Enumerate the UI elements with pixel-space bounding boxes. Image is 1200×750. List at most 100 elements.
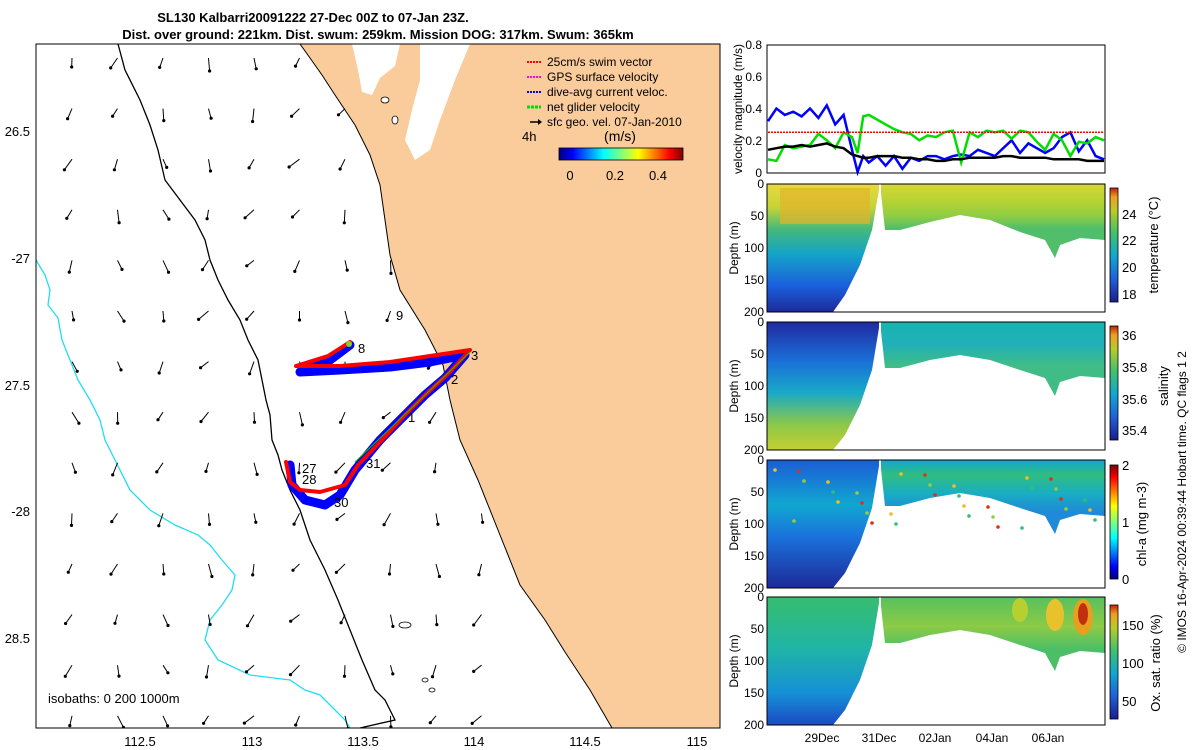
map-colorbar [558,147,684,161]
chla-panel: 0 50 100 150 200 Depth (m) 0 1 2 chl-a (… [727,453,1149,595]
chla-speckle [899,472,903,476]
chla-speckle [991,515,995,519]
velocity-arrow-head [335,517,339,522]
map-inlet [405,44,470,160]
velocity-arrow-head [382,523,386,527]
temperature-warm-patch [780,188,870,224]
velocity-arrow [247,614,255,627]
velocity-y-tick: 0 [755,166,762,180]
velocity-arrow-head [117,674,121,678]
velocity-arrow [429,411,437,423]
map-x-tick: 113.5 [347,734,379,749]
depth-tick: 200 [744,305,764,319]
velocity-arrow [156,462,164,473]
velocity-arrow [339,158,346,170]
chla-speckle [836,500,840,504]
chla-speckle [1093,518,1097,522]
chla-label: chl-a (mg m-3) [1134,482,1149,567]
map-velocity-arrows [62,57,485,728]
colorbar-tick: 24 [1122,207,1136,222]
velocity-arrow-head [291,568,295,572]
velocity-arrow [473,664,482,672]
map-coastline [299,44,613,728]
velocity-arrow-head [208,69,212,73]
velocity-arrow [206,665,209,678]
chla-speckle [889,512,893,516]
velocity-arrow [71,462,76,473]
chla-speckle [797,469,801,473]
depth-tick: 0 [757,453,764,467]
velocity-arrow [198,310,209,320]
map-frame [35,43,721,729]
velocity-arrow [435,614,438,625]
depth-tick: 0 [757,315,764,329]
velocity-arrow-head [75,369,79,373]
velocity-arrow-head [433,470,437,474]
time-tick: 31Dec [862,731,897,745]
velocity-arrow [335,462,346,473]
depth-tick: 100 [744,654,764,668]
title-line2: Dist. over ground: 221km. Dist. swum: 25… [122,27,634,42]
chla-speckle [1025,476,1029,480]
velocity-arrow-head [156,418,160,422]
velocity-arrow-head [435,623,439,627]
chla-speckle [1083,498,1087,502]
track-label: 9 [396,308,403,323]
velocity-arrow-head [334,570,338,574]
map-x-tick: 114.5 [569,734,601,749]
temperature-colorbar [1109,187,1119,303]
track-label: 30 [334,495,348,510]
depth-tick: 200 [744,443,764,457]
depth-label: Depth (m) [727,359,741,412]
velocity-arrow [158,513,164,526]
salinity-colorbar [1109,325,1119,441]
velocity-arrow [293,513,300,525]
velocity-arrow-head [70,65,74,69]
colorbar-tick: 2 [1122,458,1129,473]
legend-net-glider: net glider velocity [527,100,640,114]
depth-tick: 150 [744,411,764,425]
velocity-arrow-head [247,166,251,170]
depth-tick: 50 [751,347,765,361]
chla-speckle [1064,507,1068,511]
velocity-arrow [202,260,209,270]
velocity-arrow-head [243,216,247,220]
velocity-arrow [159,57,164,68]
velocity-arrow [117,715,124,728]
velocity-arrow-head [162,572,166,576]
chla-y-axis: 0 50 100 150 200 [744,453,764,595]
legend-note: 4h [522,129,536,144]
oxygen-max-patch [1078,603,1088,625]
chla-speckle [894,522,898,526]
velocity-arrow [162,108,165,121]
velocity-arrow-head [430,675,435,679]
legend-gps: GPS surface velocity [527,70,658,84]
salinity-frame [766,321,1106,451]
velocity-arrow-head [205,217,209,221]
chla-speckle [1054,487,1058,491]
velocity-arrow-head [67,270,71,274]
depth-tick: 150 [744,686,764,700]
depth-tick: 50 [751,209,765,223]
velocity-arrow [435,513,439,525]
colorbar-tick: 0 [566,168,573,183]
velocity-arrow [252,108,255,122]
oxygen-high-patch [1012,598,1028,622]
map-y-tick: -27 [11,251,30,266]
map-y-tick: 26.5 [5,124,30,139]
velocity-arrow [246,310,255,320]
time-tick: 06Jan [1032,731,1065,745]
velocity-arrow [113,159,118,170]
chla-field-right [880,460,1105,534]
velocity-arrow [111,513,118,522]
velocity-arrow-head [292,522,296,526]
depth-label: Depth (m) [727,634,741,687]
salinity-y-axis: 0 50 100 150 200 [744,315,764,457]
velocity-arrow [478,563,482,575]
velocity-arrow-head [113,621,117,625]
velocity-arrow [117,260,123,270]
velocity-arrow-head [197,317,201,321]
velocity-arrow-head [300,423,304,427]
velocity-arrow [390,260,392,274]
velocity-arrow-head [381,416,385,420]
